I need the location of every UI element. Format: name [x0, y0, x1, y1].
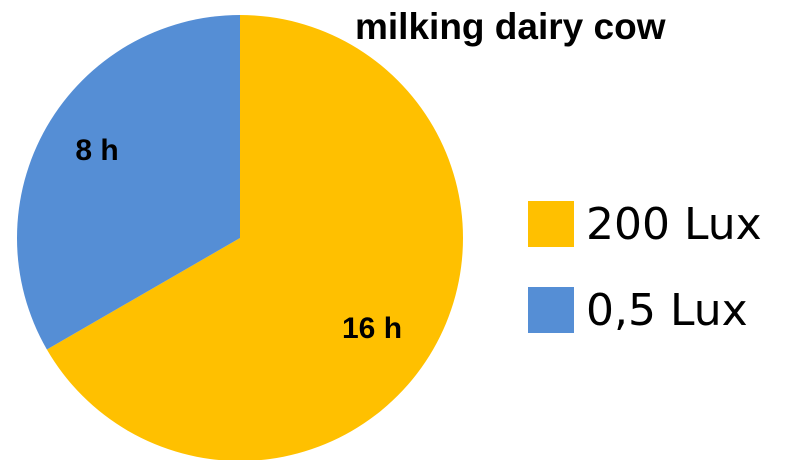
- pie-data-labels: 16 h 8 h: [75, 134, 402, 345]
- legend-item-200-lux: 200 Lux: [528, 198, 762, 250]
- chart-title: milking dairy cow: [355, 6, 666, 47]
- data-label-0-5-lux: 8 h: [75, 134, 118, 167]
- pie-slices: [16, 15, 463, 460]
- legend: 200 Lux 0,5 Lux: [528, 198, 762, 372]
- pie-slice-0-5-lux: [16, 15, 240, 350]
- legend-swatch-200-lux: [528, 201, 574, 247]
- legend-label-200-lux: 200 Lux: [586, 198, 762, 250]
- legend-label-0-5-lux: 0,5 Lux: [586, 284, 748, 336]
- legend-swatch-0-5-lux: [528, 287, 574, 333]
- pie-slice-200-lux: [46, 15, 463, 460]
- data-label-200-lux: 16 h: [342, 312, 402, 345]
- legend-item-0-5-lux: 0,5 Lux: [528, 284, 762, 336]
